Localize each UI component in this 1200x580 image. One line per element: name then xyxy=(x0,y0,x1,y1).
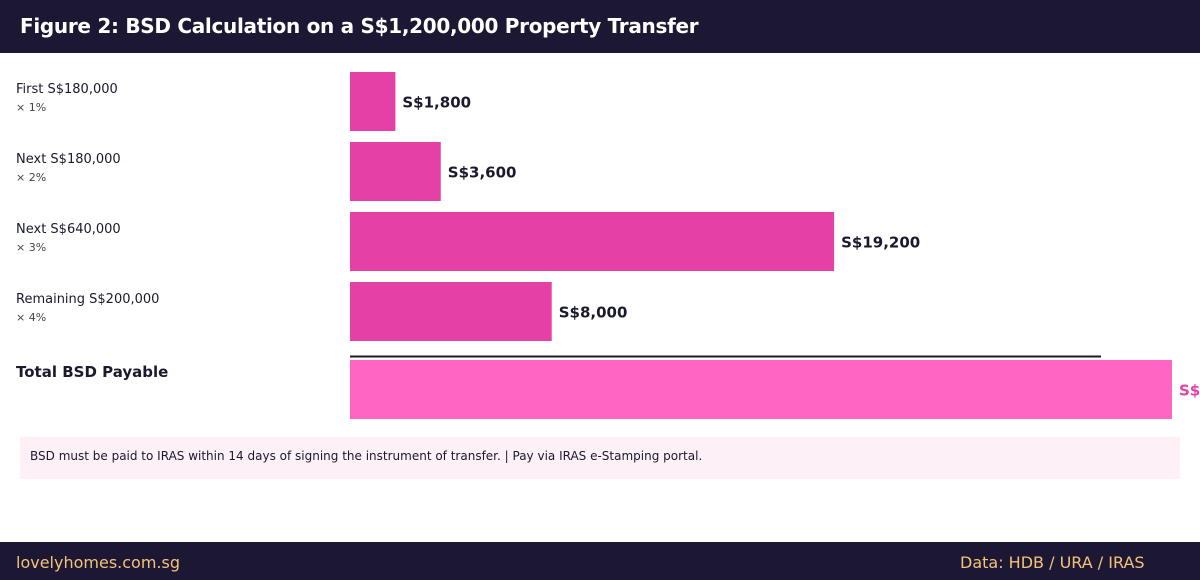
chart-title: Figure 2: BSD Calculation on a S$1,200,0… xyxy=(20,14,699,38)
note-text: BSD must be paid to IRAS within 14 days … xyxy=(30,449,703,463)
bar-value-label: S$8,000 xyxy=(559,304,628,322)
header-bar: Figure 2: BSD Calculation on a S$1,200,0… xyxy=(0,0,1200,53)
row-label-remaining: Remaining S$200,000 × 4% xyxy=(16,292,159,324)
row-name: Remaining S$200,000 xyxy=(16,292,160,307)
site-name: lovelyhomes.com.sg xyxy=(16,553,180,572)
row-label-next-1: Next S$180,000 × 2% xyxy=(16,152,121,184)
bar xyxy=(350,282,552,341)
footer-bar: lovelyhomes.com.sg Data: HDB / URA / IRA… xyxy=(0,542,1200,580)
row-rate: × 2% xyxy=(16,171,47,184)
total-value-label: S$32,600 xyxy=(1179,382,1200,400)
row-name: First S$180,000 xyxy=(16,82,118,97)
row-label-first: First S$180,000 × 1% xyxy=(16,82,118,114)
row-label-next-2: Next S$640,000 × 3% xyxy=(16,222,121,254)
row-rate: × 4% xyxy=(16,311,47,324)
bar xyxy=(350,212,835,271)
row-name: Next S$180,000 xyxy=(16,152,121,167)
total-label: Total BSD Payable xyxy=(16,363,169,381)
bar xyxy=(350,142,441,201)
bar-value-label: S$1,800 xyxy=(402,94,471,112)
row-name: Next S$640,000 xyxy=(16,222,121,237)
note-box: BSD must be paid to IRAS within 14 days … xyxy=(20,437,1180,479)
total-bar xyxy=(350,360,1172,419)
bar-value-label: S$19,200 xyxy=(841,234,920,252)
data-source: Data: HDB / URA / IRAS xyxy=(960,553,1145,572)
bar-value-label: S$3,600 xyxy=(448,164,517,182)
row-rate: × 1% xyxy=(16,101,47,114)
row-rate: × 3% xyxy=(16,241,47,254)
bar xyxy=(350,72,396,131)
